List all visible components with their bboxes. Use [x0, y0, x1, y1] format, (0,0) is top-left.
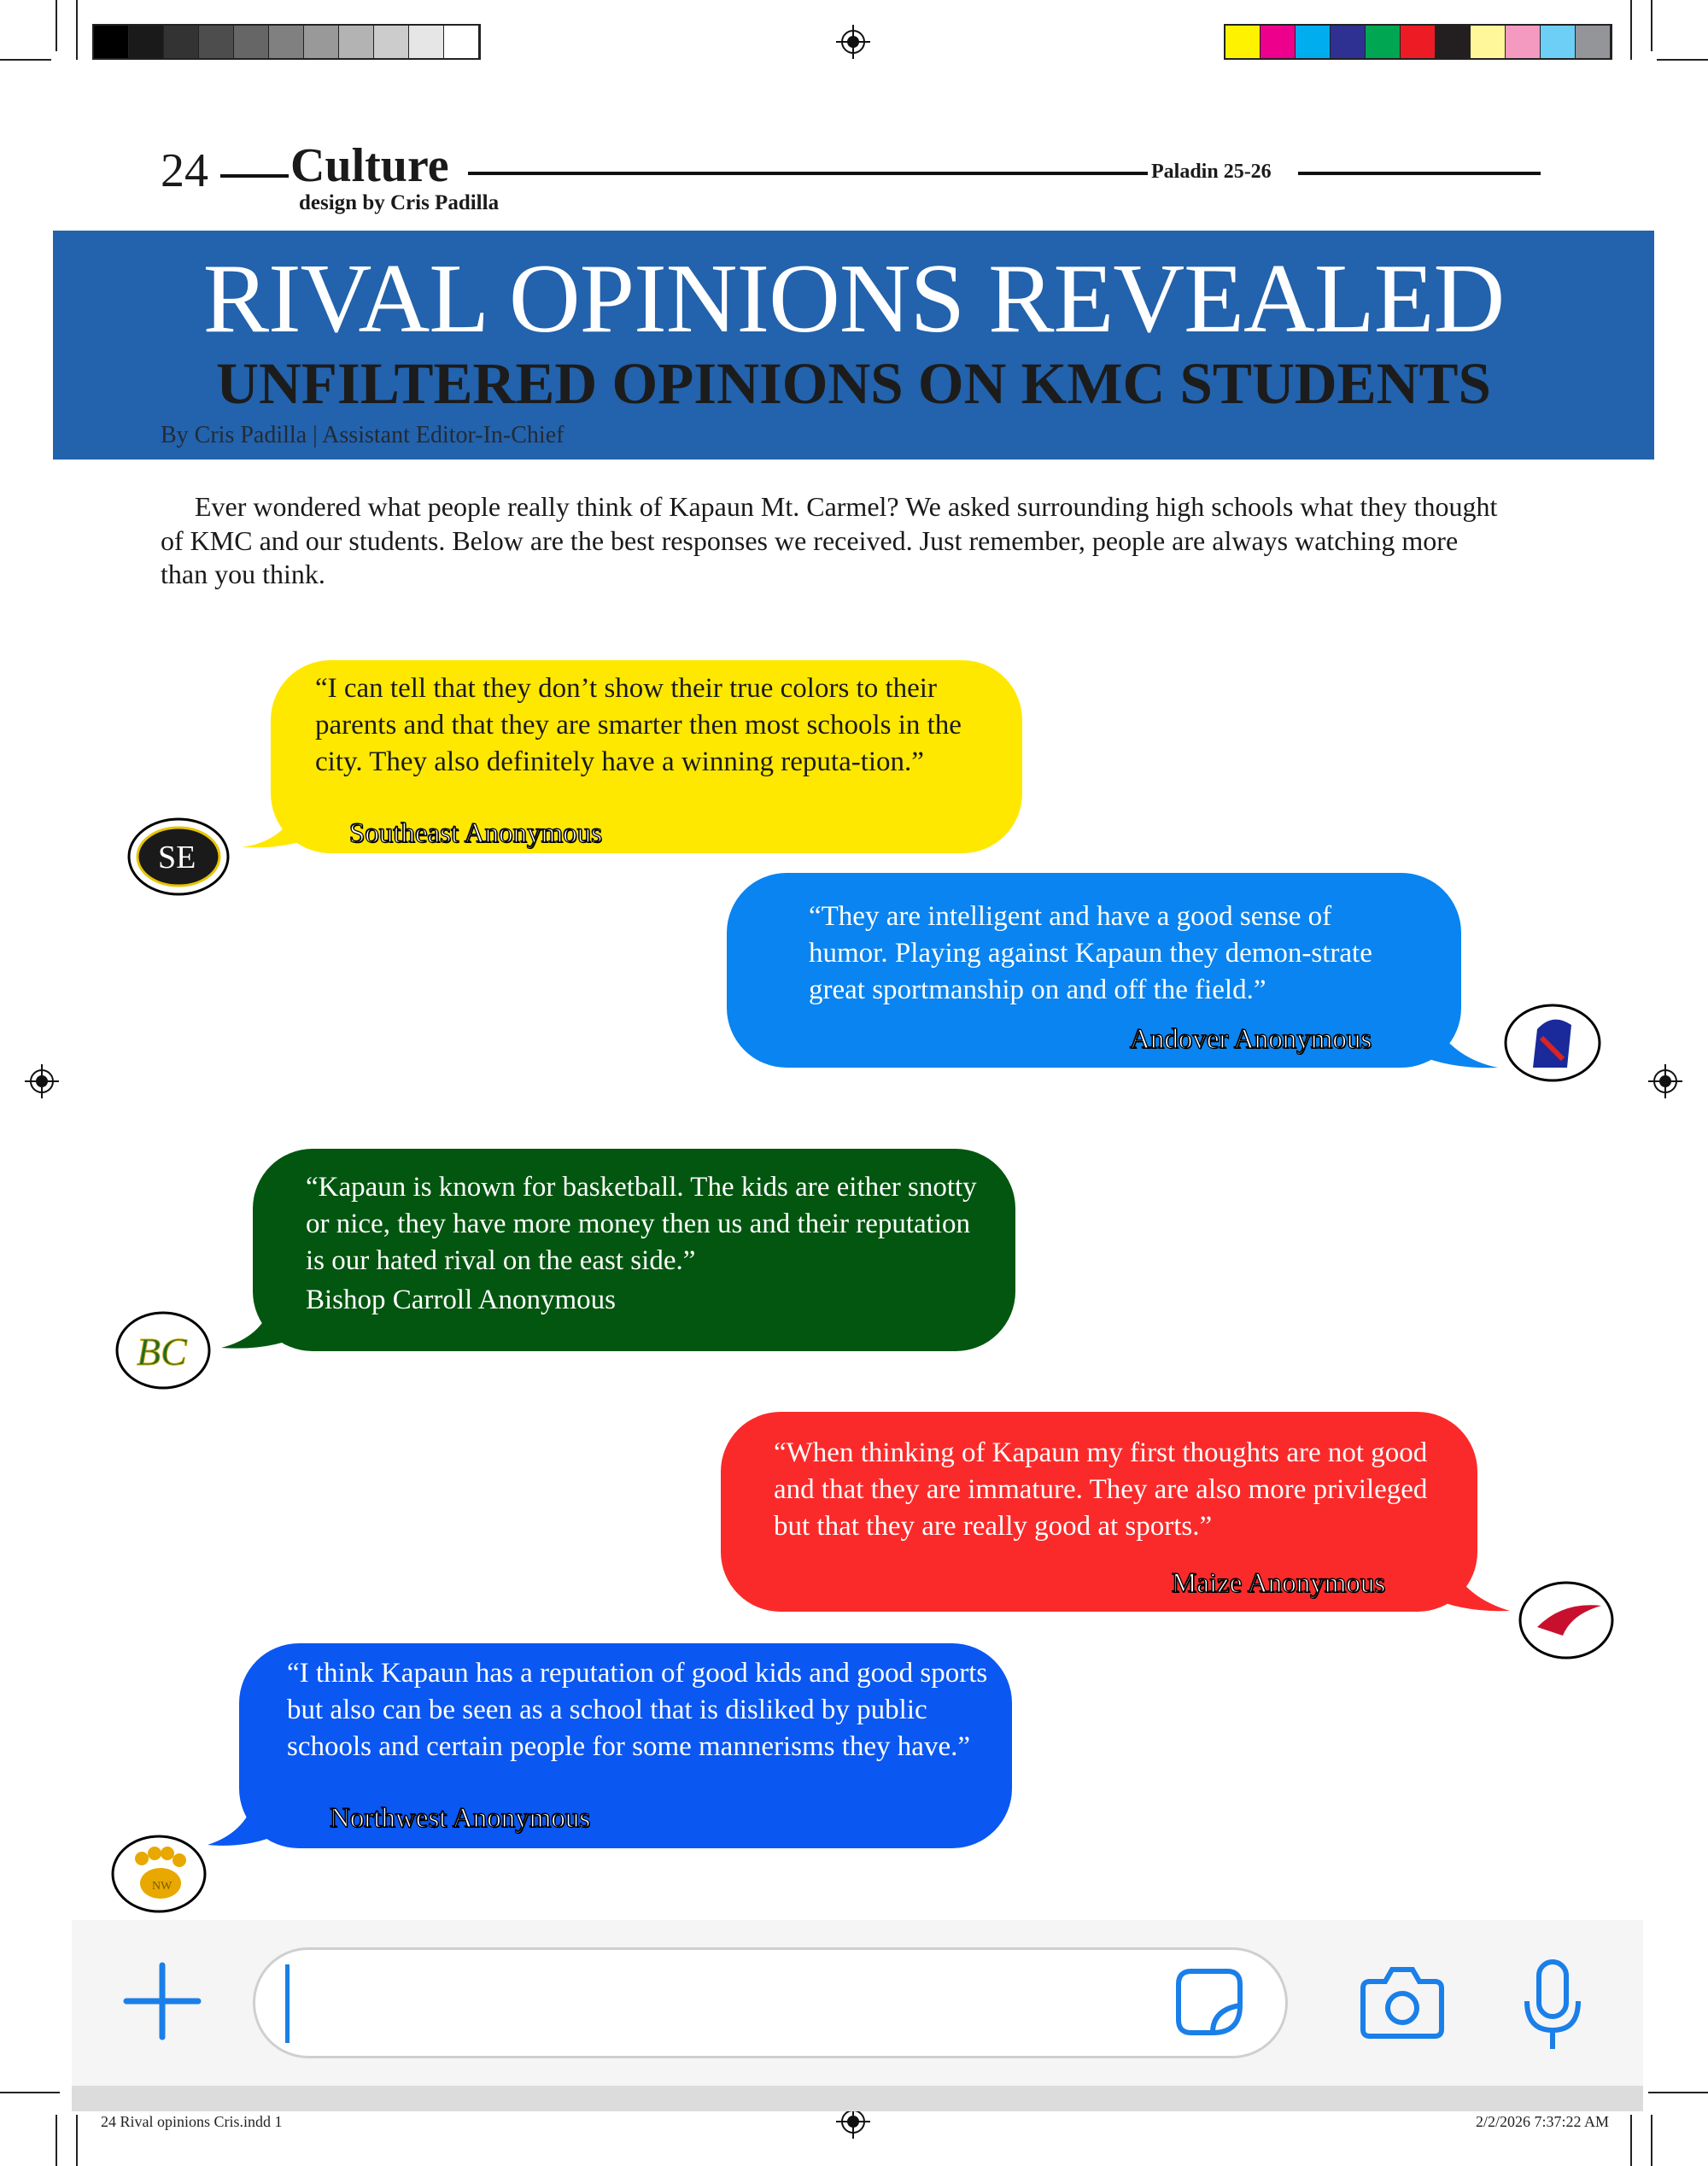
message-author: Maize Anonymous [1171, 1567, 1386, 1599]
sticker-icon[interactable] [1174, 1967, 1244, 2037]
message-bubble-maize: “When thinking of Kapaun my first though… [721, 1412, 1477, 1612]
color-swatch [1225, 26, 1261, 58]
color-swatch [1471, 26, 1506, 58]
header-rule [468, 172, 1148, 175]
color-swatch [304, 26, 339, 58]
message-author: Southeast Anonymous [348, 817, 603, 849]
message-author: Andover Anonymous [1129, 1023, 1372, 1055]
message-bubble-northwest: “I think Kapaun has a reputation of good… [239, 1643, 1012, 1848]
color-swatch [234, 26, 269, 58]
microphone-icon[interactable] [1520, 1958, 1585, 2052]
southeast-logo: SE [127, 817, 230, 896]
message-quote: “When thinking of Kapaun my first though… [774, 1437, 1428, 1542]
northwest-logo: NW [111, 1835, 207, 1913]
headline-banner: RIVAL OPINIONS REVEALED UNFILTERED OPINI… [53, 231, 1654, 460]
camera-icon[interactable] [1360, 1963, 1445, 2040]
registration-mark [836, 25, 870, 59]
color-swatch [409, 26, 444, 58]
registration-mark [25, 1064, 59, 1098]
message-author: Bishop Carroll Anonymous [306, 1285, 617, 1315]
intro-paragraph: Ever wondered what people really think o… [161, 491, 1498, 589]
print-timestamp: 2/2/2026 7:37:22 AM [1475, 2113, 1609, 2130]
color-swatch [1401, 26, 1436, 58]
message-quote: “I think Kapaun has a reputation of good… [287, 1658, 988, 1762]
color-swatch [1331, 26, 1366, 58]
color-swatch [339, 26, 374, 58]
message-bubble-bishop-carroll: “Kapaun is known for basketball. The kid… [253, 1149, 1015, 1351]
color-swatch [1506, 26, 1541, 58]
svg-text:NW: NW [152, 1880, 173, 1893]
color-swatch [94, 26, 129, 58]
message-input[interactable] [253, 1947, 1288, 2058]
headline: RIVAL OPINIONS REVEALED [202, 244, 1506, 354]
color-swatch [374, 26, 409, 58]
message-bubble-southeast: “I can tell that they don’t show their t… [271, 660, 1022, 853]
maize-logo [1518, 1581, 1614, 1660]
design-credit: design by Cris Padilla [299, 191, 500, 214]
text-cursor [285, 1964, 290, 2043]
svg-text:SE: SE [158, 840, 196, 875]
bishop-carroll-logo: BC [115, 1311, 211, 1390]
color-swatch [1296, 26, 1331, 58]
color-swatch [1541, 26, 1576, 58]
svg-text:BC: BC [137, 1330, 188, 1373]
andover-logo [1504, 1004, 1601, 1082]
message-author: Northwest Anonymous [329, 1802, 591, 1834]
color-swatch [1366, 26, 1401, 58]
color-swatch [129, 26, 164, 58]
byline: By Cris Padilla | Assistant Editor-In-Ch… [161, 422, 564, 448]
registration-mark [836, 2105, 870, 2139]
registration-mark [1648, 1064, 1682, 1098]
message-bubble-andover: “They are intelligent and have a good se… [727, 873, 1461, 1068]
color-swatch [269, 26, 304, 58]
page-number: 24 [161, 144, 208, 197]
subheadline: UNFILTERED OPINIONS ON KMC STUDENTS [216, 351, 1491, 416]
grayscale-bar [92, 24, 481, 60]
file-slug: 24 Rival opinions Cris.indd 1 [101, 2113, 283, 2130]
message-quote: “They are intelligent and have a good se… [809, 901, 1372, 1005]
message-quote: “Kapaun is known for basketball. The kid… [306, 1172, 977, 1276]
color-swatch [1436, 26, 1471, 58]
color-swatch [164, 26, 199, 58]
publication-label: Paladin 25-26 [1151, 161, 1272, 183]
header-rule [220, 174, 289, 178]
color-swatch [199, 26, 234, 58]
section-title: Culture [290, 139, 449, 192]
message-quote: “I can tell that they don’t show their t… [315, 673, 962, 777]
chat-bar-shadow [72, 2086, 1643, 2111]
color-swatch [444, 26, 479, 58]
color-bar [1224, 24, 1612, 60]
header-rule [1298, 172, 1541, 175]
plus-icon[interactable] [121, 1960, 203, 2042]
color-swatch [1261, 26, 1296, 58]
color-swatch [1576, 26, 1611, 58]
